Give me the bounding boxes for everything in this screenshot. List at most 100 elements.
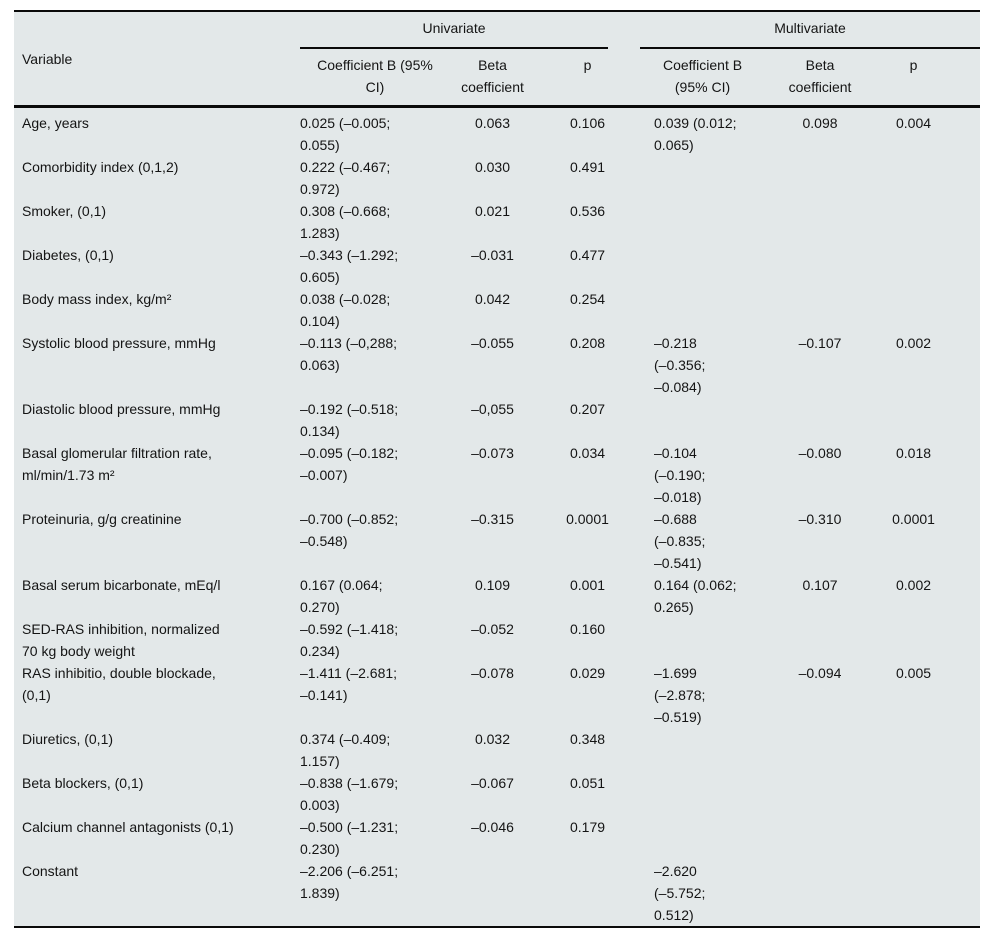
cell-uni-p: 0.536: [569, 203, 606, 219]
column-header-variable: Variable: [14, 11, 300, 108]
cell-uni-beta: –0.067: [471, 775, 514, 791]
cell-uni-coefficient: –0.343 (–1.292; 0.605): [300, 247, 399, 285]
cell-uni-beta: –0,055: [471, 401, 514, 417]
cell-uni-beta: –0.052: [471, 621, 514, 637]
cell-multi-p: [875, 288, 980, 332]
cell-variable: Calcium channel antagonists (0,1): [22, 819, 234, 835]
multivariate-spanner-label: Multivariate: [640, 12, 981, 49]
cell-multi-p: [875, 728, 980, 772]
cell-uni-p: 0.477: [569, 247, 606, 263]
cell-multi-p: 0.004: [896, 115, 932, 131]
cell-variable: Comorbidity index (0,1,2): [22, 159, 179, 175]
cell-multi-beta: [765, 244, 875, 288]
cell-variable: Diabetes, (0,1): [22, 247, 114, 263]
cell-uni-p: [535, 860, 640, 927]
column-header-multi-p: p: [875, 49, 981, 108]
cell-multi-p: 0.0001: [892, 511, 935, 527]
cell-variable: Proteinuria, g/g creatinine: [22, 511, 182, 527]
cell-uni-coefficient: –0.500 (–1.231; 0.230): [300, 819, 399, 857]
table-row: Smoker, (0,1) 0.308 (–0.668; 1.283) 0.02…: [14, 200, 980, 244]
cell-uni-p: 0.034: [569, 445, 606, 461]
cell-multi-beta: [765, 398, 875, 442]
cell-variable: Smoker, (0,1): [22, 203, 107, 219]
cell-uni-p: 0.254: [569, 291, 606, 307]
cell-uni-p: 0.160: [569, 621, 606, 637]
cell-uni-beta: 0.063: [474, 115, 511, 131]
cell-uni-beta: –0.078: [471, 665, 514, 681]
table-row: Diuretics, (0,1) 0.374 (–0.409; 1.157) 0…: [14, 728, 980, 772]
cell-uni-coefficient: 0.308 (–0.668; 1.283): [300, 203, 391, 241]
cell-multi-p: [875, 200, 980, 244]
univariate-spanner: Univariate: [300, 11, 640, 49]
table-row: Systolic blood pressure, mmHg –0.113 (–0…: [14, 332, 980, 398]
column-header-multi-coefficient: Coefficient B (95% CI): [640, 49, 766, 108]
cell-uni-p: 0.0001: [566, 511, 609, 527]
cell-uni-coefficient: 0.038 (–0.028; 0.104): [300, 291, 391, 329]
table-row: SED-RAS inhibition, normalized 70 kg bod…: [14, 618, 980, 662]
cell-multi-p: [875, 244, 980, 288]
cell-variable: Age, years: [22, 115, 89, 131]
cell-uni-coefficient: 0.167 (0.064; 0.270): [300, 577, 383, 615]
cell-multi-p: [875, 816, 980, 860]
cell-uni-p: 0.491: [569, 159, 606, 175]
cell-multi-beta: [765, 618, 875, 662]
table-body: Age, years 0.025 (–0.005; 0.055) 0.063 0…: [14, 107, 980, 928]
cell-multi-beta: –0.094: [798, 665, 842, 681]
cell-uni-p: 0.106: [569, 115, 606, 131]
cell-multi-coefficient: –0.104 (–0.190; –0.018): [654, 445, 706, 505]
table-header: Variable Univariate Multivariate Coeffic…: [14, 11, 981, 108]
cell-uni-coefficient: 0.222 (–0.467; 0.972): [300, 159, 391, 197]
cell-uni-coefficient: –0.838 (–1.679; 0.003): [300, 775, 399, 813]
cell-uni-beta: –0.073: [471, 445, 514, 461]
table-row: Diastolic blood pressure, mmHg –0.192 (–…: [14, 398, 980, 442]
cell-multi-p: [875, 398, 980, 442]
cell-multi-p: [875, 772, 980, 816]
cell-multi-beta: –0.080: [798, 445, 842, 461]
cell-multi-beta: [765, 860, 875, 927]
cell-uni-beta: 0.021: [474, 203, 511, 219]
cell-multi-coefficient: –2.620 (–5.752; 0.512): [654, 863, 706, 923]
cell-multi-coefficient: [640, 200, 765, 244]
cell-uni-coefficient: –2.206 (–6.251; 1.839): [300, 863, 399, 901]
cell-multi-beta: –0.310: [798, 511, 842, 527]
cell-variable: Systolic blood pressure, mmHg: [22, 335, 216, 351]
cell-variable: Diuretics, (0,1): [22, 731, 114, 747]
cell-multi-coefficient: [640, 156, 765, 200]
cell-multi-coefficient: [640, 244, 765, 288]
cell-multi-coefficient: [640, 398, 765, 442]
cell-multi-coefficient: [640, 816, 765, 860]
cell-multi-beta: 0.098: [802, 115, 838, 131]
cell-multi-beta: [765, 288, 875, 332]
column-header-uni-p: p: [535, 49, 641, 108]
cell-uni-coefficient: –0.700 (–0.852; –0.548): [300, 511, 399, 549]
cell-multi-p: 0.002: [896, 577, 932, 593]
cell-multi-p: 0.002: [896, 335, 932, 351]
cell-uni-p: 0.051: [569, 775, 606, 791]
cell-variable: SED-RAS inhibition, normalized 70 kg bod…: [22, 621, 220, 659]
univariate-spanner-label: Univariate: [300, 12, 609, 49]
cell-multi-coefficient: [640, 728, 765, 772]
cell-multi-coefficient: [640, 772, 765, 816]
cell-uni-coefficient: –0.113 (–0,288; 0.063): [300, 335, 398, 373]
table-row: Diabetes, (0,1) –0.343 (–1.292; 0.605) –…: [14, 244, 980, 288]
column-header-uni-beta: Beta coefficient: [450, 49, 535, 108]
cell-multi-coefficient: –0.218 (–0.356; –0.084): [654, 335, 706, 395]
table-row: Basal glomerular filtration rate, ml/min…: [14, 442, 980, 508]
cell-uni-coefficient: –0.095 (–0.182; –0.007): [300, 445, 399, 483]
cell-multi-p: [875, 860, 980, 927]
cell-multi-p: 0.005: [896, 665, 932, 681]
cell-uni-coefficient: –0.192 (–0.518; 0.134): [300, 401, 399, 439]
cell-multi-p: 0.018: [896, 445, 932, 461]
cell-uni-beta: [450, 860, 535, 927]
table-row: Age, years 0.025 (–0.005; 0.055) 0.063 0…: [14, 107, 980, 157]
cell-multi-coefficient: –1.699 (–2.878; –0.519): [654, 665, 706, 725]
table-row: Proteinuria, g/g creatinine –0.700 (–0.8…: [14, 508, 980, 574]
cell-uni-coefficient: –0.592 (–1.418; 0.234): [300, 621, 399, 659]
cell-uni-coefficient: –1.411 (–2.681; –0.141): [300, 665, 398, 703]
cell-uni-coefficient: 0.025 (–0.005; 0.055): [300, 115, 391, 153]
cell-variable: Basal glomerular filtration rate, ml/min…: [22, 445, 212, 483]
cell-variable: Beta blockers, (0,1): [22, 775, 144, 791]
cell-multi-p: [875, 618, 980, 662]
cell-multi-p: [875, 156, 980, 200]
